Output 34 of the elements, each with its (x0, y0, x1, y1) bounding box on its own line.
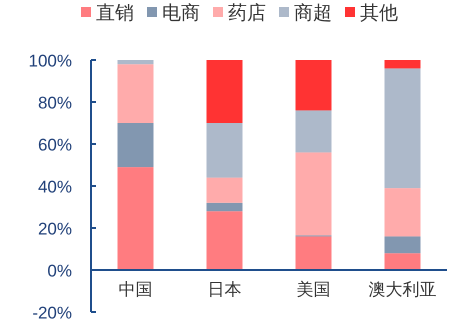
bar (206, 211, 242, 270)
bar (384, 60, 420, 68)
legend-label: 电商 (162, 2, 200, 24)
bar (296, 60, 332, 110)
bar (118, 64, 154, 123)
y-tick-label: 0% (47, 262, 72, 280)
x-tick-label: 澳大利亚 (368, 280, 436, 299)
bar (206, 60, 242, 123)
y-tick-label: 20% (38, 220, 72, 238)
bar (118, 167, 154, 270)
bar (118, 60, 154, 64)
y-tick-label: 80% (38, 94, 72, 112)
x-tick-label: 美国 (296, 280, 330, 299)
y-tick-label: -20% (32, 304, 72, 322)
bar (384, 188, 420, 236)
x-tick-label: 中国 (118, 280, 152, 299)
bar (296, 152, 332, 236)
legend-label: 商超 (294, 2, 332, 24)
y-tick-label: 40% (38, 178, 72, 196)
legend-label: 其他 (360, 3, 398, 24)
bar (296, 110, 332, 152)
x-tick-label: 日本 (208, 280, 242, 299)
bar (384, 253, 420, 270)
y-tick-label: 100% (28, 52, 72, 70)
legend-label: 直销 (96, 3, 134, 24)
legend-label: 药店 (228, 2, 266, 24)
bar (206, 202, 242, 212)
bar (118, 123, 154, 168)
bar (296, 236, 332, 270)
bar (384, 236, 420, 254)
bar (206, 123, 242, 178)
bar (384, 68, 420, 188)
bar (206, 178, 242, 203)
y-tick-label: 60% (38, 136, 72, 154)
